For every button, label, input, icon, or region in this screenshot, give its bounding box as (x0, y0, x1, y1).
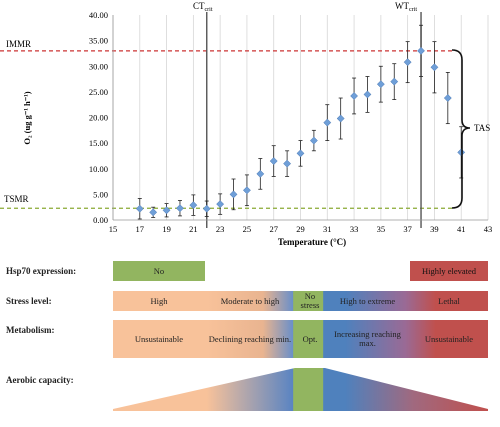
x-tick-label: 15 (109, 224, 118, 234)
metabolism-row-label: Metabolism: (6, 325, 55, 335)
data-point (149, 208, 158, 217)
data-point (390, 77, 399, 86)
tas-label: TAS (474, 123, 490, 133)
metabolism-opt: Opt. (302, 333, 318, 344)
x-tick-label: 29 (296, 224, 305, 234)
data-point (256, 169, 265, 178)
x-axis-label: Temperature (°C) (278, 237, 346, 247)
stress-high-text: High (150, 295, 168, 306)
x-tick-label: 41 (457, 224, 466, 234)
data-point (403, 58, 412, 67)
x-tick-label: 39 (430, 224, 439, 234)
data-point (309, 136, 318, 145)
data-point (350, 92, 359, 100)
x-tick-label: 43 (484, 224, 493, 234)
y-tick-label: 35.00 (89, 36, 108, 46)
metabolism-declining: Declining reaching min. (208, 333, 292, 344)
data-point (202, 204, 211, 213)
data-points (135, 24, 466, 220)
hsp70-row-label: Hsp70 expression: (6, 266, 77, 276)
hsp70-elevated-band: Highly elevated (410, 261, 488, 281)
x-tick-label: 25 (243, 224, 252, 234)
data-point (296, 149, 305, 158)
stress-gradient-band (113, 291, 488, 311)
hsp70-no-band: No (113, 261, 205, 281)
data-point (376, 80, 385, 89)
x-tick-label: 33 (350, 224, 359, 234)
wt-crit-label: WTcrit (395, 1, 417, 13)
data-point (323, 118, 332, 127)
data-point (283, 159, 292, 168)
data-point (162, 206, 171, 215)
metabolism-increasing: Increasing reaching max. (334, 329, 401, 348)
x-tick-label: 27 (269, 224, 278, 234)
data-point (269, 157, 278, 166)
aerobic-row-label: Aerobic capacity: (6, 375, 74, 385)
aerobic-capacity-polygon (113, 368, 488, 411)
y-tick-label: 5.00 (93, 189, 108, 199)
stress-extreme-text: High to extreme (339, 295, 396, 306)
grid-lines (112, 15, 489, 220)
data-point (430, 63, 439, 72)
critical-temperature-lines (206, 12, 422, 228)
data-point (135, 204, 144, 213)
tas-brace (451, 49, 471, 209)
x-tick-label: 23 (216, 224, 225, 234)
tsmr-label: TSMR (4, 194, 29, 204)
metabolism-unsustainable-left: Unsustainable (134, 333, 184, 344)
x-tick-label: 17 (136, 224, 145, 234)
x-tick-label: 19 (162, 224, 171, 234)
data-point (229, 190, 238, 199)
stress-lethal-text: Lethal (438, 295, 460, 306)
x-tick-label: 31 (323, 224, 332, 234)
y-tick-label: 20.00 (89, 113, 108, 123)
y-tick-label: 25.00 (89, 87, 108, 97)
data-point (336, 114, 345, 123)
x-tick-label: 35 (377, 224, 386, 234)
y-tick-label: 10.00 (89, 164, 108, 174)
stress-no-text: No stress (300, 291, 320, 310)
data-point (216, 200, 225, 209)
data-point (443, 94, 452, 102)
axes (112, 15, 488, 221)
data-point (417, 46, 425, 55)
respirometry-chart: 15 17 19 21 23 25 27 29 31 33 35 37 39 41 43 0.00 5.00 10… (0, 1, 492, 247)
y-axis-label: O₂ (ug g⁻¹ h⁻¹) (22, 91, 32, 144)
metabolism-gradient-band (113, 320, 488, 358)
ct-crit-label: CTcrit (193, 1, 213, 13)
data-point (242, 186, 251, 195)
tick-labels: 15 17 19 21 23 25 27 29 31 33 35 37 39 41 43 0.00 5.00 10… (89, 10, 492, 234)
y-tick-label: 15.00 (89, 138, 108, 148)
y-tick-label: 30.00 (89, 61, 108, 71)
reference-lines (0, 50, 452, 209)
metabolism-unsustainable-right: Unsustainable (424, 333, 474, 344)
data-point (189, 201, 198, 210)
y-tick-label: 40.00 (89, 10, 108, 20)
stress-moderate-text: Moderate to high (220, 295, 280, 306)
y-tick-label: 0.00 (93, 215, 108, 225)
stress-row-label: Stress level: (6, 296, 52, 306)
x-tick-label: 21 (189, 224, 198, 234)
data-point (363, 90, 372, 99)
immr-label: IMMR (6, 39, 31, 49)
data-point (176, 204, 184, 213)
x-tick-label: 37 (403, 224, 412, 234)
